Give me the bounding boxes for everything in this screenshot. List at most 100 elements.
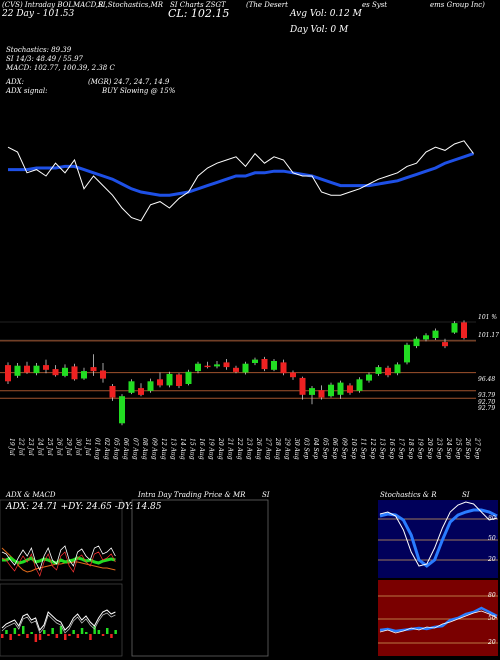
macd-hist-bar bbox=[17, 634, 21, 636]
candle-body bbox=[423, 335, 429, 340]
rsi-tick: 50 bbox=[488, 615, 496, 622]
header-cell: SI Charts ZSGT bbox=[170, 1, 226, 9]
date-tick-label: 15 Aug bbox=[189, 438, 196, 460]
candle-body bbox=[24, 365, 30, 373]
candle-body bbox=[128, 381, 135, 393]
date-tick-label: 07 Aug bbox=[132, 438, 139, 460]
candle-body bbox=[432, 330, 439, 338]
macd-hist-bar bbox=[55, 634, 59, 638]
candle-body bbox=[52, 369, 59, 376]
date-tick-label: 24 Jul bbox=[37, 437, 44, 456]
macd-hist-bar bbox=[114, 630, 117, 634]
candle-body bbox=[109, 386, 116, 398]
date-tick-label: 05 Aug bbox=[113, 438, 120, 460]
price-label: 101 % bbox=[478, 314, 498, 321]
date-tick-label: 26 Sep bbox=[464, 437, 471, 459]
avg-volume: Avg Vol: 0.12 M bbox=[290, 9, 362, 19]
macd-line bbox=[1, 609, 116, 631]
date-tick-label: 22 Jul bbox=[18, 437, 25, 456]
macd-hist-bar bbox=[93, 626, 96, 634]
date-tick-label: 16 Aug bbox=[198, 438, 205, 460]
date-tick-label: 11 Sep bbox=[360, 438, 367, 459]
header-day-range: 22 Day - 101.53 bbox=[2, 9, 75, 19]
date-tick-label: 24 Sep bbox=[445, 437, 452, 459]
adx-red-line bbox=[1, 551, 116, 577]
date-tick-label: 17 Sep bbox=[398, 438, 405, 459]
date-tick-label: 23 Sep bbox=[436, 437, 443, 459]
date-tick-label: 01 Aug bbox=[94, 438, 101, 460]
candle-body bbox=[138, 388, 144, 395]
date-tick-label: 27 Aug bbox=[265, 437, 272, 460]
candle-body bbox=[90, 367, 97, 372]
macd-hist-bar bbox=[64, 634, 67, 640]
macd-signal-line bbox=[1, 612, 116, 634]
date-tick-label: 29 Jul bbox=[65, 437, 72, 456]
macd-hist-bar bbox=[89, 634, 92, 640]
adx-values: ADX: 24.71 +DY: 24.65 -DY: 14.85 bbox=[6, 502, 162, 512]
candle-body bbox=[242, 363, 249, 373]
candle-body bbox=[223, 362, 230, 368]
adx-readout: ADX: bbox=[6, 78, 25, 86]
candle-body bbox=[119, 396, 125, 424]
candle-body bbox=[299, 377, 306, 395]
macd-hist-bar bbox=[72, 630, 75, 634]
macd-hist-bar bbox=[1, 634, 4, 638]
buy-signal-readout: BUY Slowing @ 15% bbox=[102, 87, 176, 95]
adx-green-line bbox=[2, 556, 116, 565]
candle-body bbox=[413, 338, 420, 347]
date-tick-label: 12 Sep bbox=[369, 438, 376, 459]
macd-hist-bar bbox=[13, 628, 17, 634]
date-tick-label: 08 Aug bbox=[141, 438, 148, 460]
date-tick-label: 19 Jul bbox=[8, 438, 15, 456]
price-label: 92.70 bbox=[478, 399, 496, 406]
date-tick-label: 26 Aug bbox=[255, 437, 262, 460]
stoch-white-line bbox=[379, 501, 498, 567]
candle-body bbox=[166, 373, 173, 386]
macd-hist-bar bbox=[106, 628, 109, 634]
date-tick-label: 18 Sep bbox=[407, 438, 414, 459]
macd-hist-bar bbox=[68, 634, 71, 636]
candle-body bbox=[214, 364, 220, 367]
candle-body bbox=[33, 365, 40, 374]
stoch-tick: 80 bbox=[488, 515, 496, 522]
candle-body bbox=[461, 322, 467, 338]
candle-body bbox=[71, 366, 78, 380]
candle-body bbox=[451, 323, 458, 333]
stoch-tick: 50 bbox=[488, 535, 496, 542]
price-label: 92.79 bbox=[478, 405, 496, 412]
date-tick-label: 06 Sep bbox=[331, 438, 338, 459]
macd-hist-bar bbox=[59, 626, 63, 634]
stochastics-readout: Stochastics: 89.39 bbox=[6, 46, 72, 54]
date-tick-label: 28 Aug bbox=[274, 437, 281, 460]
candle-body bbox=[442, 342, 448, 347]
date-tick-label: 09 Aug bbox=[151, 438, 158, 460]
macd-hist-bar bbox=[76, 634, 80, 638]
adx-panel-title: ADX & MACD bbox=[6, 491, 56, 499]
candle-body bbox=[185, 371, 192, 384]
candle-body bbox=[337, 382, 344, 395]
candle-body bbox=[290, 372, 296, 378]
macd-readout: MACD: 102.77, 100.39, 2.38 C bbox=[6, 64, 115, 72]
macd-hist-bar bbox=[80, 628, 84, 634]
stoch-tick: 20 bbox=[488, 556, 496, 563]
date-tick-label: 14 Aug bbox=[179, 438, 186, 460]
date-tick-label: 19 Aug bbox=[208, 438, 215, 460]
candle-body bbox=[204, 365, 211, 368]
rsi-tick: 20 bbox=[488, 639, 496, 646]
candle-body bbox=[404, 344, 410, 363]
rsi-panel-bg bbox=[378, 580, 498, 656]
date-tick-label: 06 Aug bbox=[122, 438, 129, 460]
macd-hist-bar bbox=[5, 630, 8, 634]
candle-body bbox=[5, 365, 11, 382]
candle-body bbox=[252, 359, 258, 363]
macd-hist-bar bbox=[30, 632, 33, 634]
candle-body bbox=[261, 359, 268, 370]
candle-body bbox=[318, 390, 325, 398]
candle-body bbox=[366, 374, 372, 381]
macd-hist-bar bbox=[97, 630, 101, 634]
candle-body bbox=[280, 362, 287, 374]
date-tick-label: 16 Sep bbox=[388, 438, 395, 459]
header-cell: es Syst bbox=[362, 1, 388, 9]
